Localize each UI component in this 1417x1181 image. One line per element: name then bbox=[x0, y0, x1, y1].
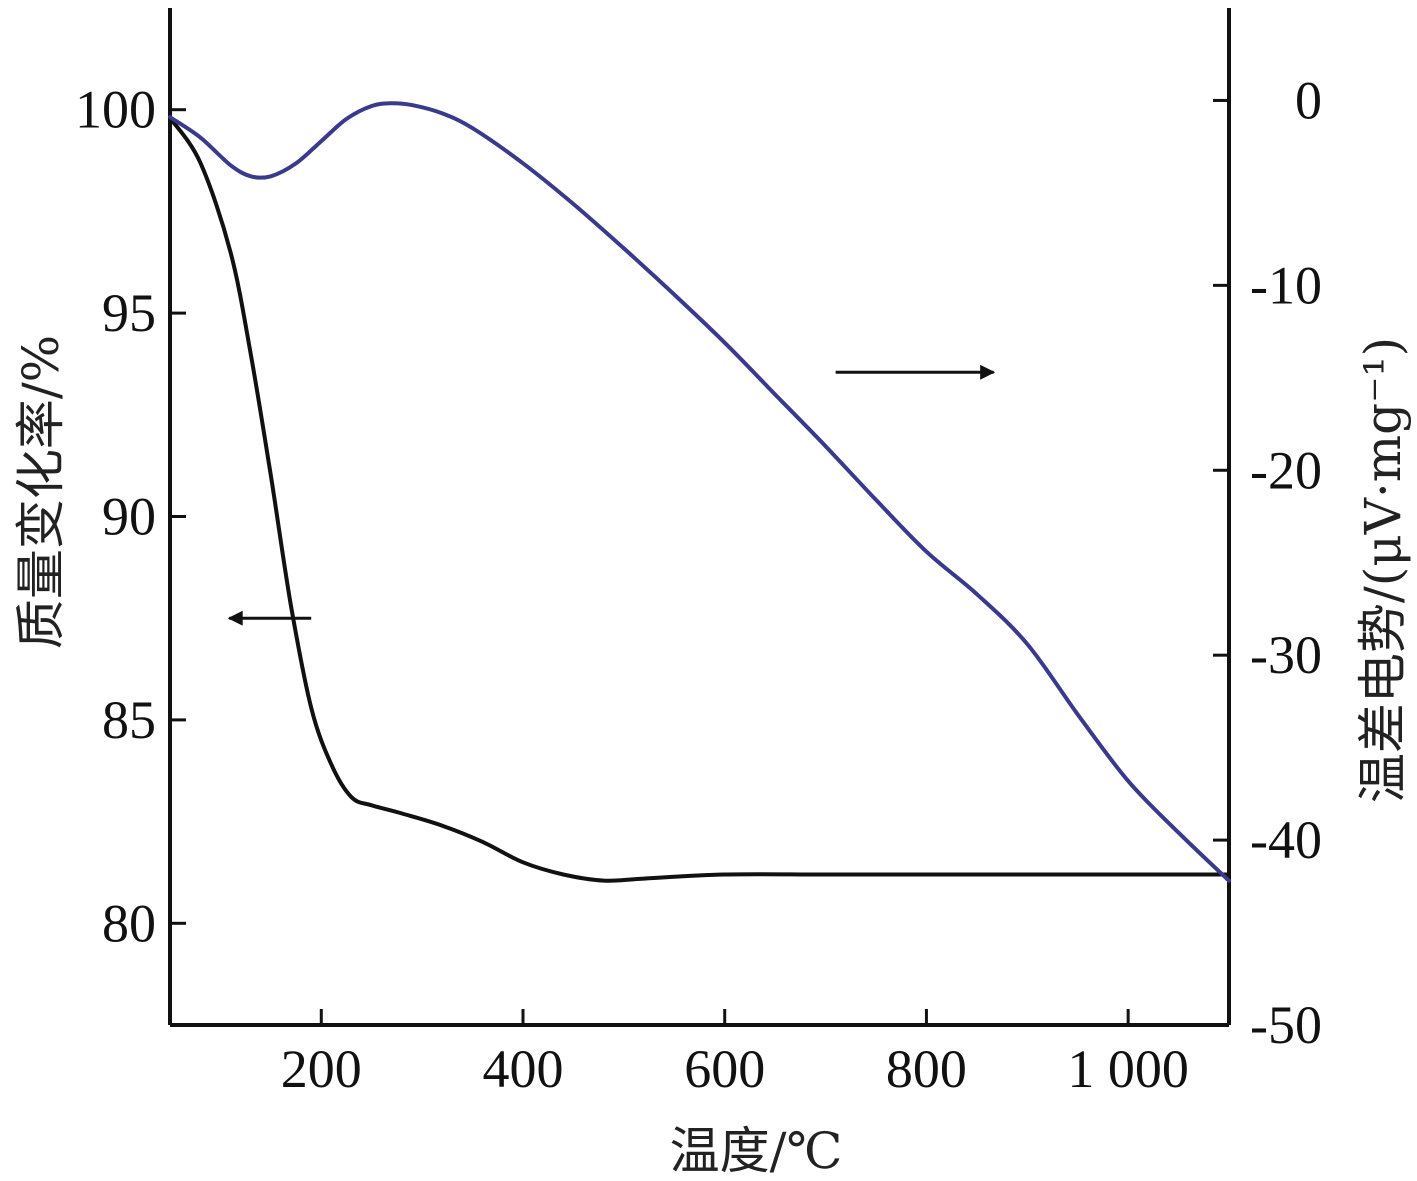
left-y-tick-label: 80 bbox=[102, 893, 156, 953]
right-y-tick-label: -20 bbox=[1250, 440, 1322, 500]
dta-series-line bbox=[168, 101, 1231, 883]
left-y-tick-label: 100 bbox=[75, 80, 156, 140]
x-tick-label: 600 bbox=[684, 1039, 765, 1099]
x-tick-label: 1 000 bbox=[1067, 1039, 1189, 1099]
x-tick-label: 200 bbox=[281, 1039, 362, 1099]
left-y-tick-label: 90 bbox=[102, 487, 156, 547]
annotation-layer bbox=[227, 364, 996, 626]
left-y-tick-label: 95 bbox=[102, 283, 156, 343]
axes bbox=[168, 8, 1231, 1027]
x-tick-label: 400 bbox=[483, 1039, 564, 1099]
right-y-tick-label: -10 bbox=[1250, 255, 1322, 315]
right-y-tick-label: -50 bbox=[1250, 995, 1322, 1055]
right-y-tick-label: -30 bbox=[1250, 625, 1322, 685]
right-y-tick-label: -40 bbox=[1250, 810, 1322, 870]
left-y-axis-title: 质量变化率/% bbox=[12, 335, 70, 649]
left-y-ticks: 80 85 90 95 100 bbox=[75, 80, 186, 953]
right-y-ticks: -50 -40 -30 -20 -10 0 bbox=[1213, 70, 1322, 1055]
x-tick-label: 800 bbox=[886, 1039, 967, 1099]
tg-series-line bbox=[168, 115, 1231, 883]
right-y-tick-label: 0 bbox=[1295, 70, 1322, 130]
series-layer bbox=[168, 101, 1231, 883]
x-axis-title: 温度/℃ bbox=[670, 1122, 843, 1180]
x-ticks: 200 400 600 800 1 000 bbox=[281, 1009, 1189, 1099]
right-y-axis-title: 温差电势/(μV·mg⁻¹) bbox=[1354, 337, 1412, 803]
left-y-tick-label: 85 bbox=[102, 690, 156, 750]
